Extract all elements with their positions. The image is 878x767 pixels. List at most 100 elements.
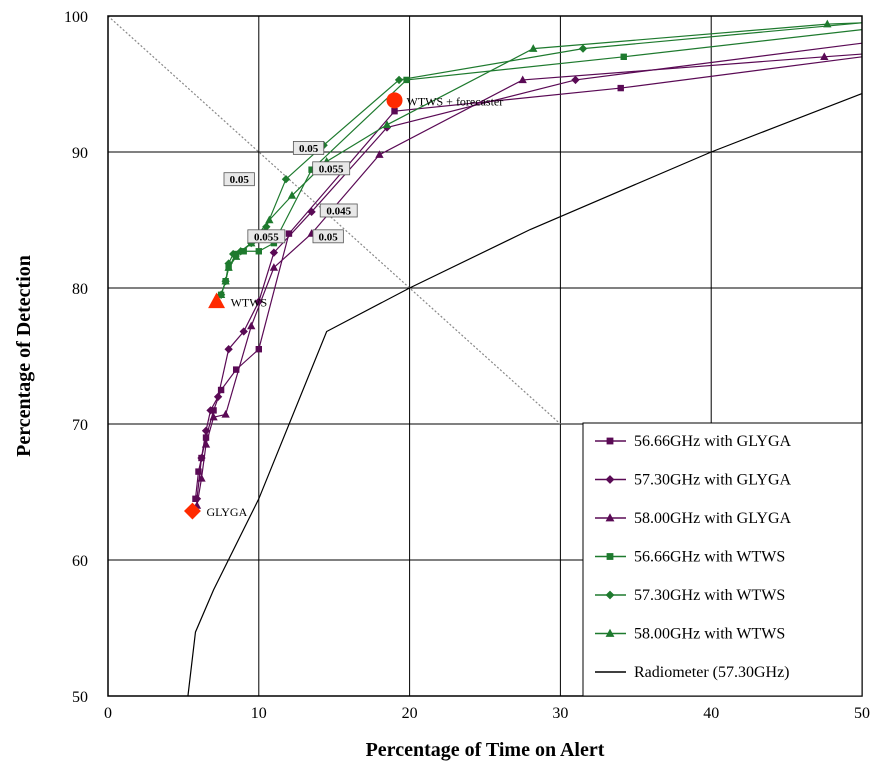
reference-label: WTWS + forecaster: [407, 94, 504, 108]
reference-label: GLYGA: [206, 505, 247, 519]
legend-box: [582, 422, 863, 697]
data-point: [308, 166, 315, 173]
series-2: [192, 52, 863, 509]
data-point: [209, 412, 218, 421]
x-tick-label: 10: [251, 705, 267, 722]
data-point: [391, 108, 398, 115]
data-point: [197, 473, 206, 482]
legend-marker: [605, 628, 615, 637]
data-point: [197, 453, 206, 463]
data-point: [202, 434, 210, 441]
legend-item: Radiometer (57.30GHz): [595, 664, 790, 681]
series-line: [196, 53, 863, 506]
legend-marker: [606, 553, 614, 560]
diagonal-line: [107, 15, 561, 425]
data-point: [265, 215, 274, 224]
data-point: [217, 386, 225, 394]
data-point: [195, 468, 202, 475]
data-point: [232, 252, 241, 260]
data-point: [229, 249, 238, 259]
data-point: [518, 75, 527, 84]
legend-label: 56.66GHz with GLYGA: [634, 433, 791, 450]
reference-marker: [386, 92, 403, 109]
data-point: [247, 321, 256, 330]
y-axis-title: Percentage of Detection: [13, 255, 35, 457]
data-point: [254, 297, 263, 306]
data-point: [620, 53, 627, 60]
data-point: [262, 222, 271, 231]
data-point: [224, 263, 233, 271]
legend-item: 56.66GHz with WTWS: [595, 549, 785, 566]
reference-points: GLYGA WTWS WTWS + forecaster: [183, 92, 504, 520]
reference-label: WTWS: [231, 296, 268, 310]
x-tick-label: 30: [552, 705, 568, 722]
data-point: [232, 366, 240, 373]
data-point: [285, 230, 293, 237]
data-point: [617, 84, 624, 92]
legend-item: 58.00GHz with GLYGA: [595, 510, 791, 527]
data-point: [216, 290, 226, 298]
data-point: [201, 439, 211, 448]
data-point: [281, 175, 291, 184]
annotation-box: [223, 172, 255, 187]
data-point: [307, 207, 316, 216]
legend-label: 56.66GHz with WTWS: [634, 549, 785, 566]
legend-label: Radiometer (57.30GHz): [634, 664, 790, 681]
annotation-box: [292, 141, 325, 155]
plot-frame: [107, 15, 863, 697]
annotation-label: 0.045: [326, 205, 351, 217]
legend-marker: [605, 475, 615, 484]
data-point: [269, 248, 279, 257]
data-point: [213, 392, 223, 401]
data-point: [403, 76, 410, 84]
annotation-label: 0.05: [319, 231, 339, 243]
legend-label: 58.00GHz with GLYGA: [634, 510, 791, 527]
series-line: [187, 92, 863, 697]
annotation-label: 0.05: [230, 174, 250, 186]
legend-label: 58.00GHz with WTWS: [634, 626, 785, 643]
data-point: [221, 276, 230, 285]
data-point: [221, 410, 230, 418]
data-point: [255, 248, 262, 255]
data-point: [224, 345, 233, 354]
legend: 56.66GHz with GLYGA 57.30GHz with GLYGA 58…: [582, 422, 863, 697]
data-point: [255, 346, 262, 353]
reference-marker: [183, 502, 201, 520]
y-tick-label: 60: [72, 553, 88, 570]
data-point: [394, 75, 404, 85]
diagonal-reference-line: [107, 15, 561, 425]
legend-label: 57.30GHz with WTWS: [634, 587, 785, 604]
series-line: [220, 22, 863, 295]
series-5: [216, 19, 863, 298]
annotation-label: 0.05: [299, 143, 319, 155]
reference-marker: [208, 292, 226, 309]
data-point: [206, 406, 215, 415]
legend-item: 57.30GHz with GLYGA: [595, 472, 791, 489]
y-tick-label: 100: [64, 9, 88, 26]
y-tick-label: 90: [72, 145, 88, 162]
legend-item: 56.66GHz with GLYGA: [595, 433, 791, 450]
x-axis-title: Percentage of Time on Alert: [366, 739, 605, 761]
legend-item: 57.30GHz with WTWS: [595, 587, 785, 604]
data-point: [529, 44, 538, 52]
legend-marker: [605, 513, 615, 522]
annotation-box: [312, 229, 344, 244]
x-tick-label: 40: [703, 705, 719, 722]
x-tick-label: 20: [402, 705, 418, 722]
data-point: [375, 150, 384, 158]
y-tick-label: 50: [72, 689, 88, 706]
annotation-label: 0.055: [319, 163, 344, 175]
data-point: [820, 52, 829, 60]
x-tick-label: 50: [854, 705, 870, 722]
data-point: [578, 44, 588, 53]
data-point: [269, 263, 279, 271]
axis-ticks: 0 10 20 30 40 50 50 60 70 80 90 100: [64, 9, 870, 722]
legend-marker: [606, 437, 614, 445]
data-point: [823, 19, 832, 28]
data-point: [239, 327, 248, 336]
legend-item: 58.00GHz with WTWS: [595, 626, 785, 643]
series-line: [220, 22, 863, 295]
data-point: [571, 75, 580, 85]
legend-label: 57.30GHz with GLYGA: [634, 472, 791, 489]
